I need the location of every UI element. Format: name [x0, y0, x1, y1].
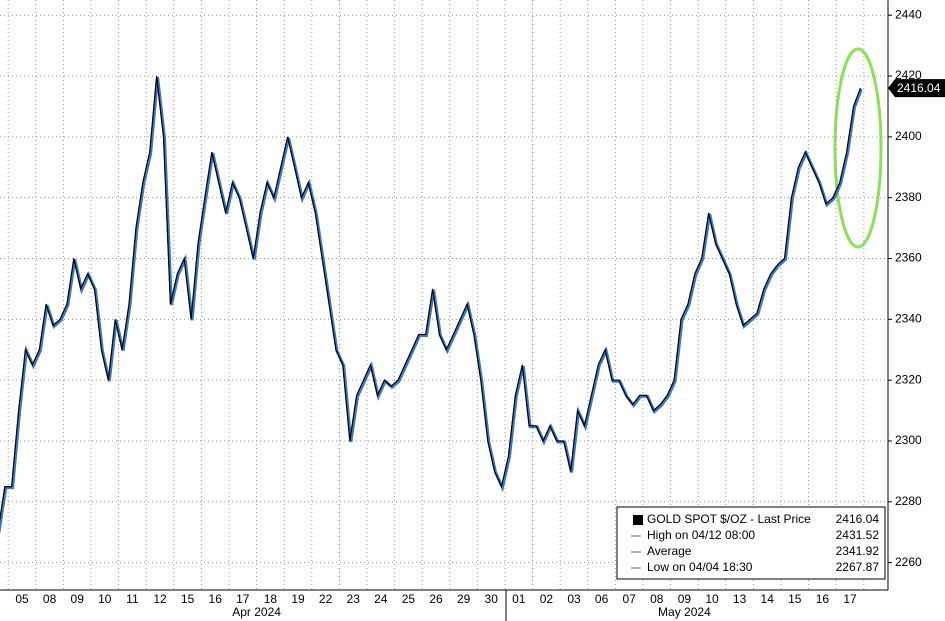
x-tick-label: 10 [705, 592, 719, 606]
y-tick-label: 2320 [895, 372, 922, 386]
y-tick-label: 2360 [895, 251, 922, 265]
x-tick-label: 30 [485, 592, 499, 606]
y-tick-label: 2340 [895, 312, 922, 326]
legend-label: Low on 04/04 18:30 [647, 560, 753, 574]
x-tick-label: 05 [15, 592, 29, 606]
legend-swatch [633, 515, 643, 525]
x-tick-label: 02 [540, 592, 554, 606]
x-tick-label: 12 [153, 592, 167, 606]
x-tick-label: 17 [843, 592, 857, 606]
y-tick-label: 2260 [895, 555, 922, 569]
x-tick-label: 26 [429, 592, 443, 606]
legend-label: GOLD SPOT $/OZ - Last Price [647, 512, 811, 526]
x-tick-label: 17 [236, 592, 250, 606]
x-tick-label: 09 [678, 592, 692, 606]
x-tick-label: 25 [402, 592, 416, 606]
month-label: May 2024 [658, 605, 711, 619]
y-tick-label: 2420 [895, 68, 922, 82]
legend-value: 2267.87 [836, 560, 880, 574]
x-tick-label: 11 [126, 592, 139, 606]
x-tick-label: 24 [374, 592, 388, 606]
x-tick-label: 16 [816, 592, 830, 606]
y-tick-label: 2440 [895, 7, 922, 21]
price-tag [888, 79, 945, 98]
y-tick-label: 2380 [895, 190, 922, 204]
x-tick-label: 10 [98, 592, 112, 606]
x-tick-label: 15 [788, 592, 802, 606]
x-tick-label: 19 [291, 592, 305, 606]
legend-box [616, 506, 886, 580]
legend-value: 2341.92 [836, 544, 880, 558]
x-tick-label: 18 [264, 592, 278, 606]
price-line-shadow [0, 76, 863, 534]
y-tick-label: 2300 [895, 433, 922, 447]
x-tick-label: 16 [209, 592, 223, 606]
x-tick-label: 22 [319, 592, 333, 606]
x-tick-label: 15 [181, 592, 195, 606]
x-tick-label: 03 [567, 592, 581, 606]
x-tick-label: 01 [512, 592, 526, 606]
x-tick-label: 08 [43, 592, 57, 606]
legend-label: Average [647, 544, 692, 558]
x-tick-label: 07 [623, 592, 637, 606]
y-tick-label: 2280 [895, 494, 922, 508]
x-tick-label: 09 [71, 592, 85, 606]
x-tick-label: 29 [457, 592, 471, 606]
highlight-ellipse [833, 47, 883, 249]
x-tick-label: 06 [595, 592, 609, 606]
x-tick-label: 13 [733, 592, 747, 606]
price-tag-label: 2416.04 [897, 81, 941, 95]
legend-label: High on 04/12 08:00 [647, 528, 755, 542]
x-tick-label: 14 [761, 592, 775, 606]
x-tick-label: 23 [347, 592, 361, 606]
x-tick-label: 08 [650, 592, 664, 606]
y-tick-label: 2400 [895, 129, 922, 143]
legend-value: 2431.52 [836, 528, 880, 542]
month-label: Apr 2024 [232, 605, 281, 619]
legend-value: 2416.04 [836, 512, 880, 526]
price-line [0, 75, 861, 522]
